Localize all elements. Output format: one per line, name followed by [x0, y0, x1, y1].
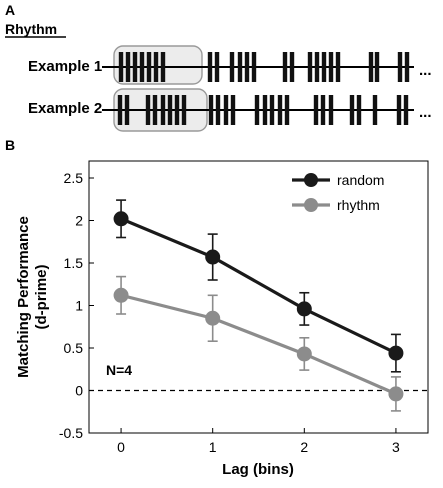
y-tick-label: 1.5	[64, 255, 84, 271]
spike-bar	[254, 95, 260, 125]
spike-bar	[152, 95, 158, 125]
line-chart: -0.5 0 0.5 1 1.5 2 2.5 0 1 2 3 random rhythm N=4 L…	[15, 160, 429, 478]
spike-bar	[181, 95, 187, 125]
spike-bar	[214, 52, 220, 82]
spike-bar	[397, 52, 403, 82]
spike-bar	[404, 52, 410, 82]
spike-bar	[208, 95, 214, 125]
data-point-rhythm	[205, 310, 221, 326]
data-point-random	[296, 301, 312, 317]
y-axis-label-line1: Matching Performance	[15, 216, 32, 378]
spike-bar	[237, 52, 243, 82]
spike-bar	[160, 52, 166, 82]
x-tick-label: 0	[117, 439, 125, 455]
spike-bar	[403, 95, 409, 125]
spike-bar	[335, 52, 341, 82]
x-axis-label: Lag (bins)	[222, 461, 294, 478]
series-line-rhythm	[120, 293, 397, 396]
spike-bar	[167, 95, 173, 125]
spike-bar	[368, 52, 374, 82]
rhythm-title: Rhythm	[5, 21, 57, 37]
spike-bar	[230, 95, 236, 125]
data-point-rhythm	[113, 287, 129, 303]
panel-b-label: B	[5, 137, 15, 153]
legend-label-random: random	[337, 172, 384, 188]
legend-marker-rhythm	[304, 198, 318, 212]
data-point-rhythm	[388, 386, 404, 402]
spike-bar	[313, 95, 319, 125]
data-point-rhythm	[296, 346, 312, 362]
spike-bar	[124, 95, 130, 125]
panel-a-label: A	[5, 2, 15, 18]
y-tick-label: 0.5	[64, 340, 84, 356]
spike-bar	[262, 95, 268, 125]
spike-bar	[314, 52, 320, 82]
y-axis-ticks: -0.5 0 0.5 1 1.5 2 2.5	[59, 170, 94, 441]
spike-bar	[223, 95, 229, 125]
x-tick-label: 1	[209, 439, 217, 455]
legend-label-rhythm: rhythm	[337, 197, 380, 213]
spike-bar	[289, 52, 295, 82]
spike-bar	[328, 95, 334, 125]
series-line-random	[120, 217, 397, 355]
spike-bar	[118, 52, 124, 82]
data-point-random	[113, 211, 129, 227]
spike-bar	[277, 95, 283, 125]
spike-bar	[132, 52, 138, 82]
ellipsis-row-2: ...	[419, 104, 432, 121]
spike-bar	[372, 95, 378, 125]
ellipsis-row-1: ...	[419, 62, 432, 79]
rhythm-raster	[102, 45, 414, 132]
spike-bar	[251, 52, 257, 82]
spike-bar	[284, 95, 290, 125]
n-annotation: N=4	[106, 362, 132, 378]
x-tick-label: 2	[300, 439, 308, 455]
spike-bar	[160, 95, 166, 125]
spike-bar	[396, 95, 402, 125]
spike-bar	[207, 52, 213, 82]
series-layer	[113, 199, 404, 412]
spike-bar	[117, 95, 123, 125]
y-axis-label-line2: (d-prime)	[33, 265, 50, 330]
spike-bar	[146, 52, 152, 82]
y-tick-label: -0.5	[59, 425, 83, 441]
spike-bar	[328, 52, 334, 82]
x-tick-label: 3	[392, 439, 400, 455]
spike-bar	[145, 95, 151, 125]
data-point-random	[388, 345, 404, 361]
y-tick-label: 1	[75, 298, 83, 314]
spike-bar	[125, 52, 131, 82]
y-tick-label: 2.5	[64, 170, 84, 186]
spike-bar	[139, 52, 145, 82]
plot-frame	[88, 160, 429, 434]
example-2-label: Example 2	[28, 100, 102, 117]
legend: random rhythm	[292, 172, 384, 213]
spike-bar	[244, 52, 250, 82]
example-1-label: Example 1	[28, 58, 102, 75]
data-point-random	[205, 249, 221, 265]
x-axis-ticks: 0 1 2 3	[117, 428, 400, 455]
y-tick-label: 2	[75, 213, 83, 229]
legend-marker-random	[304, 173, 318, 187]
y-tick-label: 0	[75, 383, 83, 399]
spike-bar	[349, 95, 355, 125]
spike-bar	[229, 52, 235, 82]
spike-bar	[174, 95, 180, 125]
spike-bar	[307, 52, 313, 82]
spike-bar	[356, 95, 362, 125]
spike-bar	[282, 52, 288, 82]
spike-bar	[320, 95, 326, 125]
spike-bar	[321, 52, 327, 82]
spike-bar	[269, 95, 275, 125]
spike-bar	[153, 52, 159, 82]
spike-bar	[215, 95, 221, 125]
spike-bar	[374, 52, 380, 82]
